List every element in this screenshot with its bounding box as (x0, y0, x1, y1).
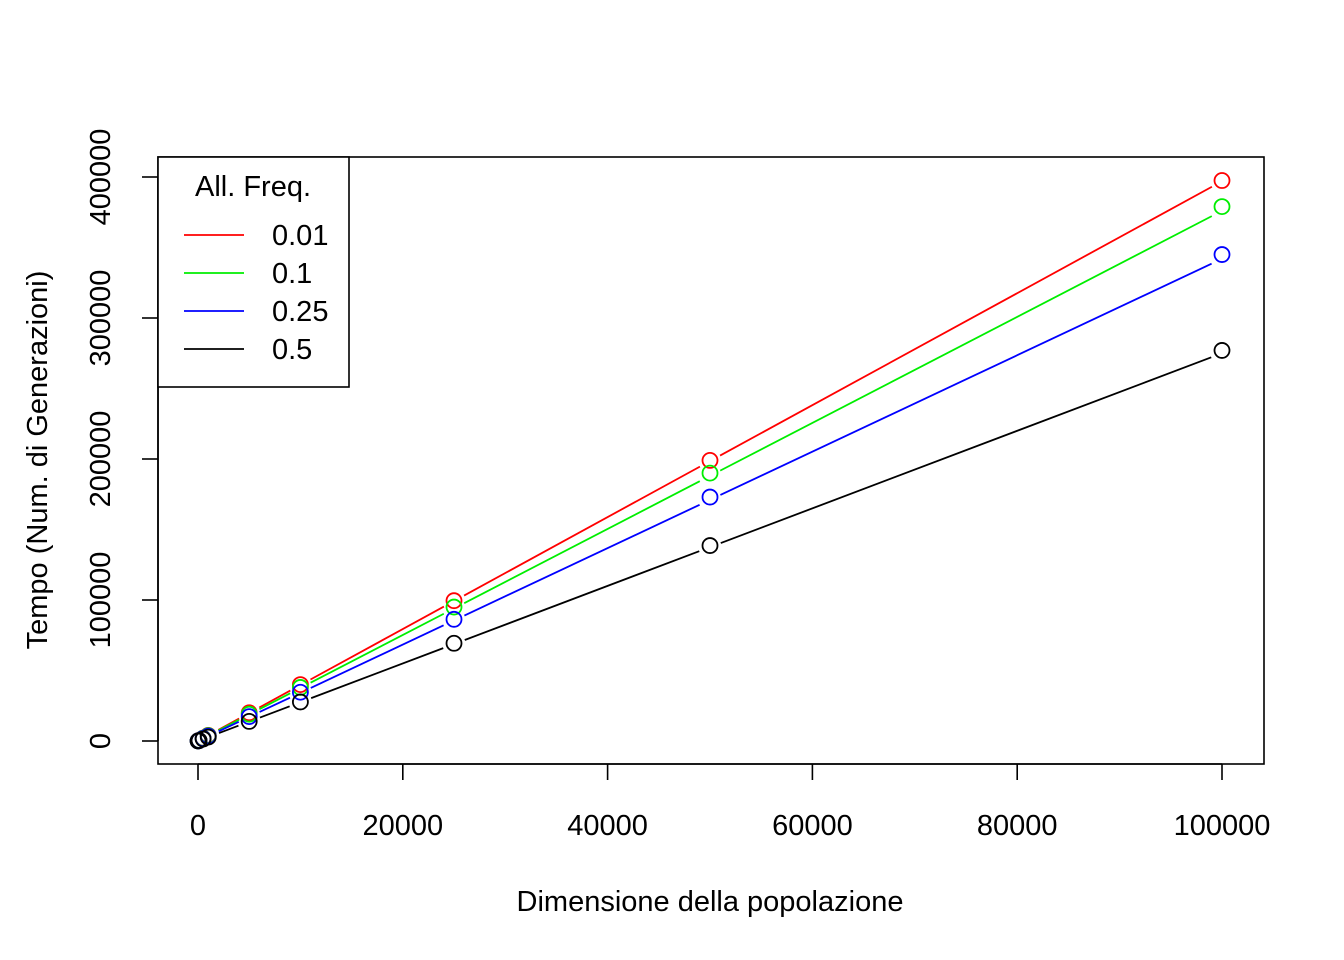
data-point (701, 464, 719, 482)
data-point (1213, 172, 1231, 189)
x-tick-label: 40000 (567, 810, 648, 842)
legend-title: All. Freq. (195, 171, 311, 203)
series-line-segment (464, 550, 700, 641)
y-tick-label: 400000 (85, 129, 117, 226)
series-line-segment (720, 356, 1212, 544)
legend-label: 0.1 (272, 258, 312, 290)
x-tick-label: 20000 (362, 810, 443, 842)
series-line-segment (259, 705, 290, 719)
series-line-segment (310, 624, 444, 689)
data-point (291, 693, 309, 711)
data-point (1213, 342, 1231, 359)
series-0.5 (189, 342, 1231, 750)
y-tick-label: 0 (85, 733, 117, 749)
series-line-segment (463, 465, 701, 597)
y-tick-label: 100000 (85, 552, 117, 649)
series-line-segment (218, 724, 239, 734)
series-line-segment (218, 718, 240, 732)
data-point (240, 713, 258, 730)
series-line-segment (310, 605, 445, 681)
legend-label: 0.5 (272, 334, 312, 366)
y-axis-title: Tempo (Num. di Generazioni) (22, 271, 54, 650)
x-axis-title: Dimensione della popolazione (517, 886, 904, 918)
series-line-segment (719, 185, 1213, 457)
y-tick-label: 200000 (85, 411, 117, 508)
legend-label: 0.01 (272, 220, 328, 252)
data-point (1213, 198, 1231, 216)
series-layer (189, 172, 1231, 750)
data-point (291, 683, 309, 701)
series-line-segment (310, 647, 444, 699)
data-point (445, 634, 463, 652)
data-point (240, 708, 258, 726)
series-line-segment (218, 720, 240, 733)
series-line-segment (310, 612, 445, 684)
legend: All. Freq. 0.01 0.1 0.25 0.5 (157, 156, 350, 388)
y-axis: 0 100000 200000 300000 400000 (85, 129, 159, 749)
series-line-segment (720, 262, 1212, 496)
y-tick-label: 300000 (85, 270, 117, 367)
x-tick-label: 100000 (1174, 810, 1271, 842)
data-point (701, 537, 719, 554)
series-line-segment (258, 689, 291, 709)
x-tick-label: 80000 (977, 810, 1058, 842)
data-point (445, 610, 463, 628)
data-point (199, 728, 217, 746)
data-point (701, 452, 719, 469)
series-line-segment (259, 696, 291, 713)
series-line-segment (258, 692, 291, 711)
x-tick-label: 0 (190, 810, 206, 842)
data-point (701, 488, 719, 506)
data-point (445, 598, 463, 616)
series-0.25 (189, 246, 1231, 750)
x-axis: 0 20000 40000 60000 80000 100000 (190, 763, 1271, 842)
series-line-segment (464, 503, 700, 617)
series-line-segment (719, 215, 1213, 472)
x-tick-label: 60000 (772, 810, 853, 842)
data-point (445, 592, 463, 610)
data-point (1213, 246, 1231, 263)
series-line-segment (463, 480, 701, 604)
legend-label: 0.25 (272, 296, 328, 328)
